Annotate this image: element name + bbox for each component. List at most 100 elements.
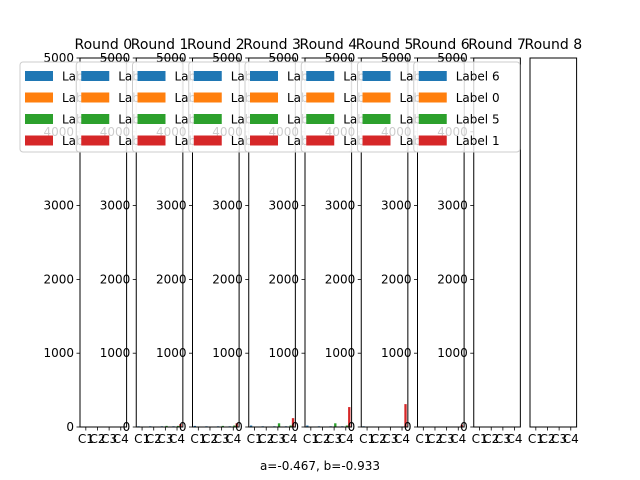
legend-swatch: [306, 92, 335, 103]
bar: [404, 404, 407, 427]
x-tick-label: C2: [258, 432, 274, 446]
legend-swatch: [25, 135, 53, 146]
y-tick-label: 1000: [268, 346, 299, 360]
x-tick-label: C1: [134, 432, 150, 446]
legend-swatch: [193, 135, 222, 146]
x-tick-label: C4: [563, 432, 579, 446]
y-tick-label: 0: [291, 420, 299, 434]
legend-label: Label 5: [456, 113, 500, 127]
figure-caption: a=-0.467, b=-0.933: [260, 459, 380, 473]
bar: [235, 423, 238, 427]
legend-swatch: [362, 135, 391, 146]
x-tick-label: C3: [382, 432, 398, 446]
legend-swatch: [362, 92, 391, 103]
axes-frame: [192, 57, 240, 428]
y-tick-label: 1000: [325, 346, 356, 360]
bar: [334, 423, 337, 427]
bar: [179, 424, 182, 427]
legend-swatch: [81, 114, 110, 124]
x-tick-label: C1: [359, 432, 375, 446]
legend-label: Label 6: [456, 70, 500, 84]
y-tick-label: 0: [66, 420, 74, 434]
x-tick-label: C1: [415, 432, 431, 446]
legend-swatch: [250, 71, 278, 81]
bar: [221, 425, 224, 427]
x-tick-label: C4: [338, 432, 354, 446]
bar: [165, 425, 168, 427]
x-tick-label: C3: [439, 432, 455, 446]
axes-frame: [360, 57, 409, 428]
chart-title: Round 2: [187, 37, 245, 53]
bar: [345, 425, 349, 427]
y-tick-label: 2000: [100, 272, 131, 286]
legend-swatch: [418, 71, 447, 81]
chart-title: Round 1: [131, 37, 189, 53]
legend-swatch: [81, 71, 110, 81]
y-tick-label: 1000: [437, 346, 468, 360]
chart-title: Round 8: [524, 37, 582, 53]
legend-swatch: [250, 135, 278, 146]
axes-frame: [248, 57, 296, 428]
y-tick-label: 3000: [268, 199, 299, 213]
legend-swatch: [306, 114, 335, 124]
x-tick-label: C2: [483, 432, 499, 446]
y-tick-label: 3000: [325, 199, 356, 213]
chart-title: Round 4: [299, 37, 357, 53]
axes-frame: [135, 57, 184, 428]
x-tick-label: C3: [214, 432, 230, 446]
x-tick-label: C4: [282, 432, 298, 446]
x-tick-label: C1: [190, 432, 206, 446]
legend-swatch: [418, 92, 447, 103]
y-tick-label: 2000: [156, 272, 187, 286]
x-tick-label: C1: [78, 432, 94, 446]
bar: [233, 425, 236, 427]
y-tick-label: 3000: [43, 199, 74, 213]
x-tick-label: C2: [89, 432, 105, 446]
x-tick-label: C3: [326, 432, 342, 446]
axes-frame: [529, 57, 578, 428]
y-tick-label: 3000: [212, 199, 243, 213]
x-tick-label: C4: [225, 432, 241, 446]
legend-swatch: [306, 135, 335, 146]
axes-frame: [417, 57, 465, 428]
legend-swatch: [362, 71, 391, 81]
bar: [277, 423, 281, 427]
y-tick-label: 3000: [381, 199, 412, 213]
x-tick-label: C2: [146, 432, 162, 446]
legend-swatch: [306, 71, 335, 81]
y-tick-label: 2000: [437, 272, 468, 286]
x-tick-label: C1: [528, 432, 544, 446]
x-tick-label: C4: [450, 432, 466, 446]
y-tick-label: 0: [404, 420, 412, 434]
legend-swatch: [81, 135, 110, 146]
bar: [348, 407, 351, 427]
y-tick-label: 1000: [43, 346, 74, 360]
x-tick-label: C4: [394, 432, 410, 446]
y-tick-label: 2000: [325, 272, 356, 286]
chart-title: Round 6: [412, 37, 470, 53]
y-tick-label: 0: [179, 420, 187, 434]
chart-title: Round 0: [74, 37, 132, 53]
chart-panels: Round 0010002000300040005000C1C2C3C4Labe…: [19, 37, 582, 446]
y-tick-label: 0: [348, 420, 356, 434]
legend-swatch: [418, 114, 447, 124]
legend-box: [413, 61, 521, 153]
y-tick-label: 0: [460, 420, 468, 434]
chart-title: Round 7: [468, 37, 526, 53]
legend: Label 6 Label 0 Label 5 Label 1: [413, 61, 521, 153]
axes-frame: [304, 57, 353, 428]
x-tick-label: C4: [169, 432, 185, 446]
bar: [249, 425, 253, 427]
y-tick-label: 3000: [100, 199, 131, 213]
legend-swatch: [25, 92, 53, 103]
x-tick-label: C3: [101, 432, 117, 446]
legend-swatch: [418, 135, 447, 146]
x-tick-label: C3: [270, 432, 286, 446]
bar: [460, 424, 463, 427]
x-tick-label: C2: [371, 432, 387, 446]
y-tick-label: 2000: [43, 272, 74, 286]
legend-swatch: [137, 92, 166, 103]
y-tick-label: 1000: [156, 346, 187, 360]
y-tick-label: 0: [123, 420, 131, 434]
